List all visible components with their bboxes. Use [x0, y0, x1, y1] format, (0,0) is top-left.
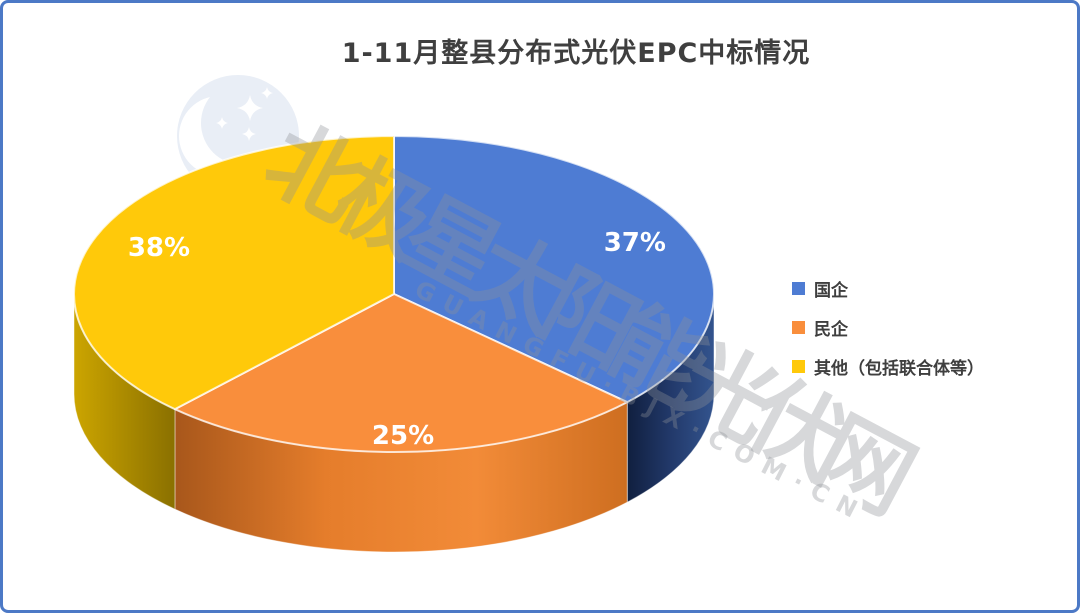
- legend-item: 民企: [792, 316, 984, 340]
- star-icon: [216, 117, 228, 129]
- legend: 国企民企其他（包括联合体等）: [792, 277, 984, 379]
- pie-slice: [393, 135, 715, 404]
- legend-label: 其他（包括联合体等）: [814, 358, 984, 379]
- pie-slice: [173, 293, 629, 453]
- legend-item: 国企: [792, 277, 984, 301]
- star-icon: [261, 87, 273, 99]
- legend-item: 其他（包括联合体等）: [792, 355, 984, 379]
- pie-slice: [73, 135, 395, 411]
- chart-title: 1-11月整县分布式光伏EPC中标情况: [341, 38, 811, 69]
- legend-label: 民企: [814, 319, 848, 340]
- pie-3d-body: [73, 135, 715, 553]
- legend-swatch-icon: [792, 320, 805, 334]
- legend-swatch-icon: [792, 281, 805, 295]
- star-icon: [237, 95, 263, 121]
- legend-label: 国企: [814, 280, 848, 301]
- pie-chart-svg: [73, 75, 715, 553]
- legend-swatch-icon: [792, 359, 805, 373]
- star-icon: [242, 127, 256, 141]
